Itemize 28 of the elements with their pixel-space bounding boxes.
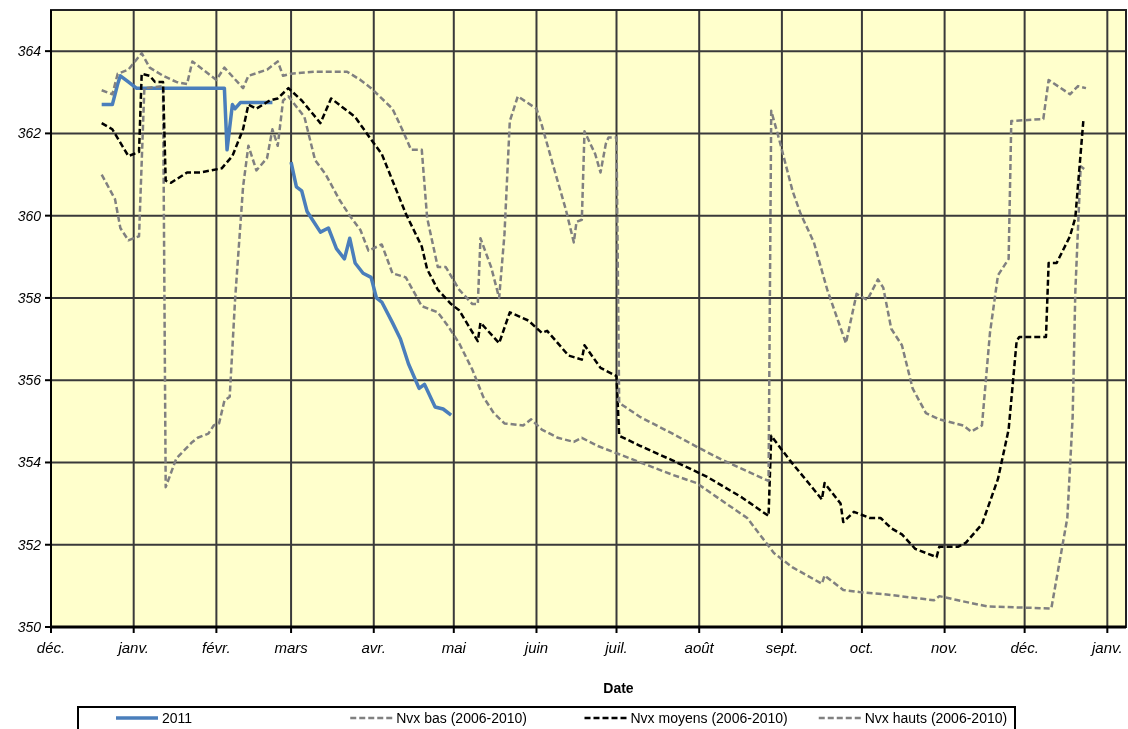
x-tick-label: déc. — [1010, 639, 1039, 656]
x-tick-label: déc. — [36, 639, 66, 656]
line-series — [100, 51, 1088, 483]
x-tick-label: févr. — [202, 639, 231, 656]
legend-label: Nvx hauts (2006-2010) — [864, 710, 1008, 726]
y-tick-label: 362 — [17, 125, 42, 142]
x-tick-label: janv. — [116, 639, 149, 656]
y-tick-label: 360 — [17, 207, 42, 224]
y-tick-label: 356 — [17, 372, 42, 389]
y-tick-label: 350 — [17, 619, 42, 635]
legend-label: Nvx moyens (2006-2010) — [630, 710, 788, 726]
x-tick-label: oct. — [849, 639, 875, 656]
y-tick-label: 352 — [17, 536, 42, 553]
x-tick-label: avr. — [361, 639, 386, 656]
x-tick-label: janv. — [1090, 639, 1123, 656]
y-tick-label: 358 — [17, 289, 42, 306]
x-tick-label: nov. — [930, 639, 959, 656]
y-tick-label: 354 — [17, 454, 42, 471]
x-tick-label: août — [684, 639, 715, 656]
x-axis-title: Date — [603, 680, 634, 696]
x-tick-label: mai — [441, 639, 467, 656]
x-tick-label: sept. — [765, 639, 799, 656]
legend-label: 2011 — [162, 710, 193, 726]
y-tick-label: 364 — [17, 43, 42, 60]
legend-label: Nvx bas (2006-2010) — [396, 710, 527, 726]
x-tick-label: juin — [522, 639, 549, 656]
x-tick-label: juil. — [603, 639, 628, 656]
x-tick-label: mars — [274, 639, 309, 656]
